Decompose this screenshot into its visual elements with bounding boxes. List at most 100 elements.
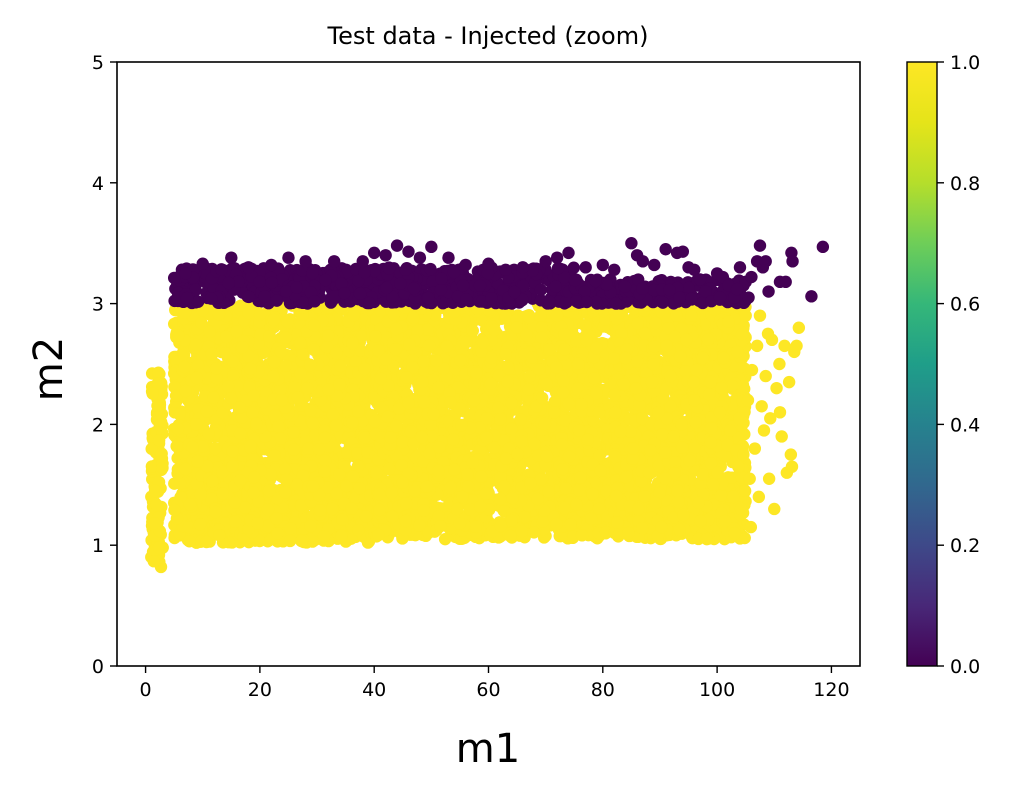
label1-point	[505, 422, 518, 436]
label1-point	[152, 366, 165, 379]
label1-point	[264, 468, 277, 481]
label1-point	[307, 343, 321, 357]
label1-point	[330, 346, 343, 360]
label1-point	[287, 426, 300, 439]
label1-point	[171, 329, 185, 342]
label1-point	[200, 405, 214, 418]
label1-point	[268, 449, 281, 462]
label1-point	[191, 455, 204, 468]
label1-point	[195, 316, 208, 330]
label1-point	[191, 359, 205, 372]
label1-point	[210, 371, 223, 385]
label1-point	[230, 379, 244, 393]
label1-point	[261, 503, 275, 516]
label1-point	[293, 336, 307, 350]
label1-point	[326, 502, 339, 516]
label1-point	[322, 383, 335, 396]
label1-point	[358, 431, 372, 444]
label1-point	[283, 534, 297, 548]
label1-point	[373, 503, 386, 517]
label1-point	[193, 518, 207, 531]
label1-point	[470, 366, 483, 380]
label1-point	[287, 443, 301, 456]
label1-point	[206, 474, 219, 488]
label1-point	[178, 306, 192, 320]
label1-point	[408, 484, 421, 498]
plot-area	[145, 237, 830, 574]
label1-point	[333, 468, 346, 481]
label1-point	[216, 487, 229, 500]
label1-point	[572, 357, 585, 370]
label1-point	[173, 477, 187, 490]
label1-point	[271, 527, 284, 540]
label1-point	[152, 377, 165, 390]
label1-point	[499, 310, 513, 324]
label1-point	[370, 466, 383, 480]
label1-point	[205, 347, 219, 361]
label1-point	[438, 532, 452, 546]
label1-point	[268, 409, 282, 422]
label1-point	[359, 510, 373, 523]
label1-point	[230, 325, 243, 338]
label1-point	[528, 437, 541, 451]
label1-point	[558, 328, 571, 341]
label1-point	[247, 389, 260, 402]
label1-point	[202, 427, 216, 441]
label1-point	[244, 439, 257, 453]
label1-point	[233, 474, 247, 487]
label1-point	[278, 463, 292, 476]
label1-point	[178, 360, 191, 374]
label1-point	[274, 432, 287, 445]
label1-point	[322, 329, 335, 342]
label1-point	[179, 384, 192, 398]
label1-point	[354, 344, 367, 357]
label1-point	[317, 529, 331, 543]
label1-point	[304, 519, 317, 533]
label1-point	[209, 505, 222, 519]
label1-point	[473, 500, 487, 513]
label1-point	[347, 308, 360, 322]
label1-point	[156, 461, 169, 475]
label1-point	[212, 307, 226, 321]
label1-point	[358, 362, 372, 376]
label1-point	[351, 447, 364, 460]
label1-point	[559, 481, 573, 495]
label1-point	[555, 438, 569, 451]
label1-point	[346, 416, 359, 429]
label1-point	[575, 529, 589, 542]
label1-point	[238, 501, 252, 514]
label1-point	[148, 517, 161, 530]
label1-point	[261, 519, 275, 533]
label1-point	[334, 359, 347, 373]
label1-point	[291, 391, 305, 404]
label1-point	[179, 462, 192, 476]
label1-point	[151, 399, 164, 412]
label1-point	[373, 401, 387, 414]
label1-point	[296, 347, 310, 361]
label1-point	[242, 306, 255, 320]
label1-point	[227, 369, 240, 382]
label1-point	[413, 518, 426, 532]
label1-point	[562, 450, 576, 463]
label1-point	[268, 355, 281, 369]
label1-point	[247, 470, 261, 484]
label1-point	[542, 485, 555, 498]
label1-point	[171, 422, 185, 435]
label1-point	[318, 454, 332, 467]
label1-point	[244, 362, 257, 376]
label1-point	[335, 529, 348, 543]
label1-point	[220, 330, 233, 344]
label1-point	[356, 414, 369, 428]
label1-point	[307, 319, 321, 332]
label1-point	[345, 502, 358, 515]
label1-point	[510, 321, 523, 334]
label1-point	[147, 555, 160, 568]
label1-point	[313, 503, 327, 517]
label1-point	[550, 361, 563, 374]
label1-point	[284, 522, 297, 535]
label1-point	[570, 498, 583, 511]
label1-point	[548, 406, 561, 419]
label1-point	[351, 459, 365, 473]
label1-point	[468, 378, 481, 391]
label1-point	[168, 503, 181, 517]
